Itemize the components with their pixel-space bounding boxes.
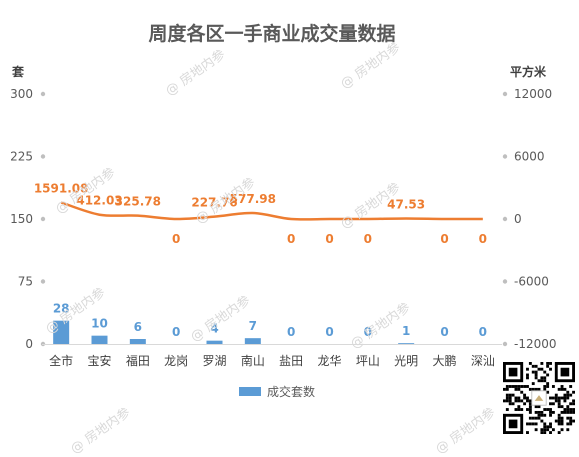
bar [245,338,261,344]
line-data-label: 0 [479,232,487,246]
bar-data-label: 0 [364,325,372,339]
bar-data-label: 0 [479,325,487,339]
left-tick-marker [41,92,45,96]
chart-canvas: 周度各区一手商业成交量数据 套 平方米 0 75 150 225 300 -12000 -6… [0,0,579,439]
bar-data-label: 0 [325,325,333,339]
chart-title: 周度各区一手商业成交量数据 [148,22,395,45]
bar-data-label: 6 [134,320,142,334]
right-tick-marker [503,217,507,221]
category-label: 光明 [394,354,418,368]
bar-data-label: 1 [402,324,410,338]
right-tick-marker [503,342,507,346]
line-data-label: 0 [325,232,333,246]
bar [130,339,146,344]
bar [398,343,414,344]
right-tick-label: -12000 [514,337,557,351]
line-data-label: 0 [364,232,372,246]
category-label: 龙岗 [164,354,188,368]
bar [207,341,223,344]
bar-data-label: 7 [249,319,257,333]
bar-data-label: 0 [287,325,295,339]
qr-code-image [503,362,575,434]
bar-data-label: 10 [91,317,108,331]
category-label: 龙华 [317,354,341,368]
left-tick-marker [41,217,45,221]
bar-data-label: 28 [53,302,70,316]
line-data-label: 47.53 [387,198,425,212]
category-label: 福田 [126,353,150,368]
category-label: 坪山 [356,354,380,368]
left-tick-marker [41,154,45,158]
bar-data-label: 0 [172,325,180,339]
line-data-label: 0 [172,232,180,246]
bar-data-label: 0 [440,325,448,339]
right-tick-label: 12000 [514,87,552,101]
left-tick-label: 75 [18,275,33,289]
category-label: 盐田 [279,354,303,368]
bar-data-label: 4 [210,322,218,336]
legend: 成交套数 [239,384,315,399]
left-axis-unit: 套 [11,64,25,79]
right-axis-unit: 平方米 [510,64,547,79]
category-label: 大鹏 [432,354,456,368]
category-label: 全市 [49,353,73,368]
left-tick-marker [41,279,45,283]
line-data-label: 577.98 [230,192,276,206]
bar [92,336,108,344]
left-tick-label: 300 [10,87,33,101]
line-data-label: 0 [287,232,295,246]
right-tick-label: 6000 [514,150,545,164]
left-tick-label: 225 [10,150,33,164]
category-label: 南山 [241,353,265,368]
line-data-label: 0 [440,232,448,246]
line-data-label: 325.78 [115,195,161,209]
right-tick-marker [503,279,507,283]
legend-label: 成交套数 [267,384,315,399]
category-label: 宝安 [87,353,111,368]
bar [53,321,69,344]
right-tick-marker [503,92,507,96]
right-tick-label: -6000 [514,275,549,289]
left-tick-label: 0 [25,337,33,351]
category-label: 深汕 [471,354,495,368]
right-tick-label: 0 [514,212,522,226]
legend-swatch [239,387,261,396]
right-tick-marker [503,154,507,158]
left-tick-label: 150 [10,212,33,226]
category-label: 罗湖 [202,353,226,368]
